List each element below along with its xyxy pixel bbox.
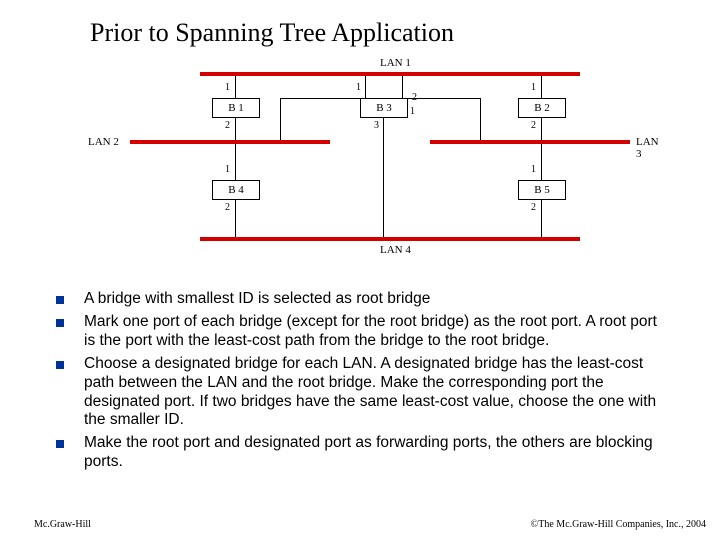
page-title: Prior to Spanning Tree Application bbox=[90, 18, 454, 48]
wire bbox=[280, 98, 365, 99]
bullet-icon bbox=[56, 440, 64, 448]
port-number: 1 bbox=[356, 82, 361, 93]
wire bbox=[235, 76, 236, 98]
wire bbox=[402, 76, 403, 98]
wire bbox=[541, 200, 542, 237]
lan-label: LAN 4 bbox=[380, 244, 411, 256]
port-number: 1 bbox=[531, 82, 536, 93]
port-number: 2 bbox=[412, 92, 417, 103]
bullet-icon bbox=[56, 296, 64, 304]
port-number: 2 bbox=[225, 120, 230, 131]
bullet-text: Mark one port of each bridge (except for… bbox=[84, 313, 664, 351]
lan-label: LAN 3 bbox=[636, 136, 659, 160]
port-number: 1 bbox=[225, 82, 230, 93]
footer-left: Mc.Graw-Hill bbox=[34, 519, 91, 530]
footer-right: ©The Mc.Graw-Hill Companies, Inc., 2004 bbox=[531, 519, 706, 530]
lan-label: LAN 1 bbox=[380, 57, 411, 69]
lan-segment bbox=[200, 72, 580, 76]
network-diagram: LAN 1LAN 2LAN 3LAN 4B 1B 3B 2B 4B 512112… bbox=[130, 62, 630, 272]
wire bbox=[480, 98, 481, 140]
bridge-node: B 2 bbox=[518, 98, 566, 118]
list-item: Make the root port and designated port a… bbox=[56, 434, 664, 472]
bullet-text: A bridge with smallest ID is selected as… bbox=[84, 290, 664, 309]
bullet-icon bbox=[56, 361, 64, 369]
bullet-icon bbox=[56, 319, 64, 327]
port-number: 2 bbox=[531, 202, 536, 213]
lan-segment bbox=[200, 237, 580, 241]
port-number: 1 bbox=[410, 106, 415, 117]
bullet-text: Make the root port and designated port a… bbox=[84, 434, 664, 472]
port-number: 3 bbox=[374, 120, 379, 131]
lan-segment bbox=[130, 140, 330, 144]
wire bbox=[383, 118, 384, 237]
lan-label: LAN 2 bbox=[88, 136, 119, 148]
list-item: A bridge with smallest ID is selected as… bbox=[56, 290, 664, 309]
wire bbox=[365, 76, 366, 98]
wire bbox=[541, 144, 542, 180]
list-item: Mark one port of each bridge (except for… bbox=[56, 313, 664, 351]
wire bbox=[235, 200, 236, 237]
port-number: 2 bbox=[531, 120, 536, 131]
port-number: 1 bbox=[531, 164, 536, 175]
wire bbox=[235, 118, 236, 140]
wire bbox=[280, 98, 281, 140]
port-number: 2 bbox=[225, 202, 230, 213]
bullet-text: Choose a designated bridge for each LAN.… bbox=[84, 355, 664, 431]
bridge-node: B 4 bbox=[212, 180, 260, 200]
lan-segment bbox=[430, 140, 630, 144]
wire bbox=[235, 144, 236, 180]
wire bbox=[541, 76, 542, 98]
bridge-node: B 5 bbox=[518, 180, 566, 200]
bridge-node: B 1 bbox=[212, 98, 260, 118]
list-item: Choose a designated bridge for each LAN.… bbox=[56, 355, 664, 431]
port-number: 1 bbox=[225, 164, 230, 175]
bridge-node: B 3 bbox=[360, 98, 408, 118]
wire bbox=[541, 118, 542, 140]
bullet-list: A bridge with smallest ID is selected as… bbox=[56, 290, 664, 476]
